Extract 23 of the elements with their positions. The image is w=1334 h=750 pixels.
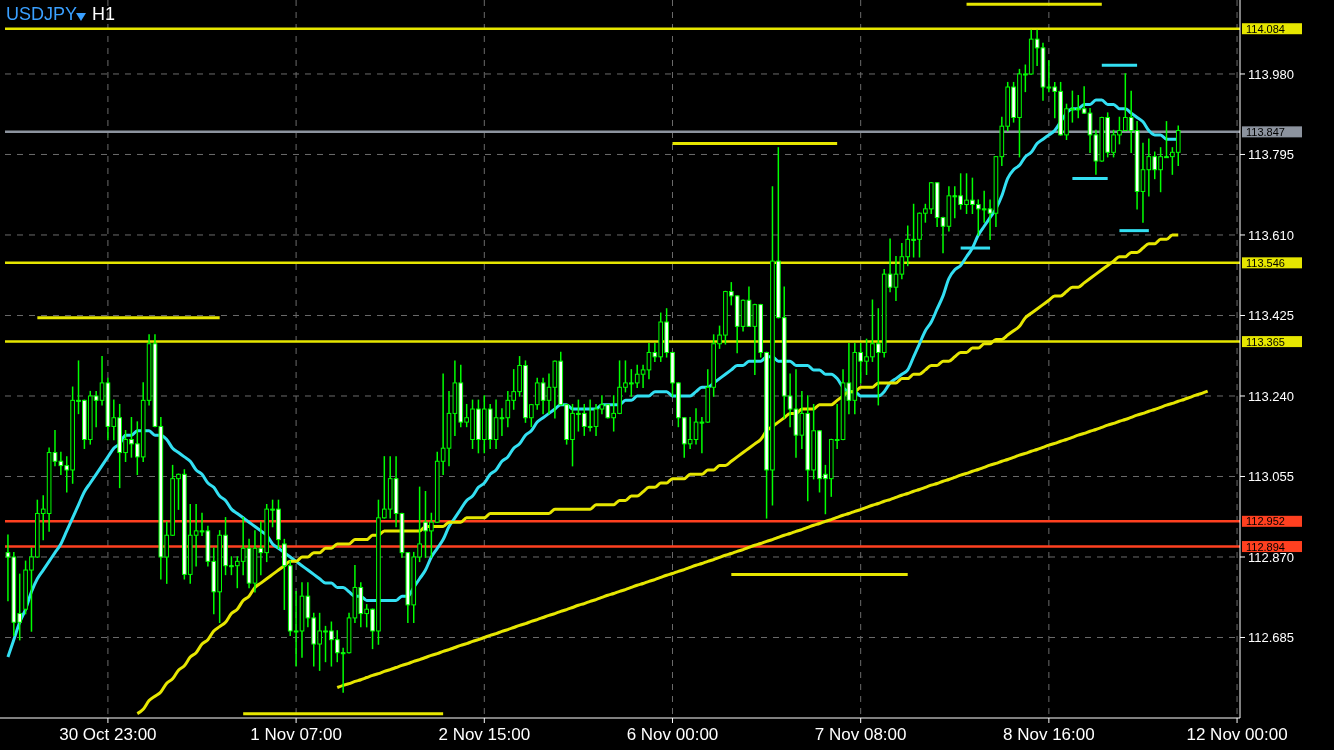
chart-subtitle: H1 [92, 4, 116, 24]
y-tick-label: 112.685 [1248, 630, 1295, 646]
x-tick-label: 7 Nov 08:00 [814, 725, 907, 744]
chart-title: USDJPY [6, 4, 78, 24]
ref-line-label: 112.894 [1246, 540, 1285, 553]
x-tick-label: 2 Nov 15:00 [438, 725, 531, 744]
y-tick-label: 113.425 [1248, 308, 1295, 324]
y-tick-label: 113.055 [1248, 469, 1295, 485]
ref-line-label: 112.952 [1246, 515, 1285, 528]
x-tick-label: 1 Nov 07:00 [250, 725, 342, 744]
ref-line-label: 113.847 [1246, 125, 1285, 138]
y-tick-label: 113.240 [1248, 388, 1295, 404]
x-tick-label: 8 Nov 16:00 [1003, 725, 1095, 744]
y-tick-label: 113.980 [1248, 66, 1295, 82]
x-tick-label: 12 Nov 00:00 [1186, 725, 1288, 744]
ref-line-label: 113.546 [1246, 256, 1285, 269]
line-series [335, 389, 1210, 690]
x-tick-label: 6 Nov 00:00 [626, 725, 719, 744]
ref-line-label: 113.365 [1246, 335, 1285, 348]
x-tick-label: 30 Oct 23:00 [59, 725, 157, 744]
y-tick-label: 113.795 [1248, 147, 1295, 163]
ref-line-label: 114.084 [1246, 22, 1285, 35]
y-tick-label: 113.610 [1248, 227, 1295, 243]
